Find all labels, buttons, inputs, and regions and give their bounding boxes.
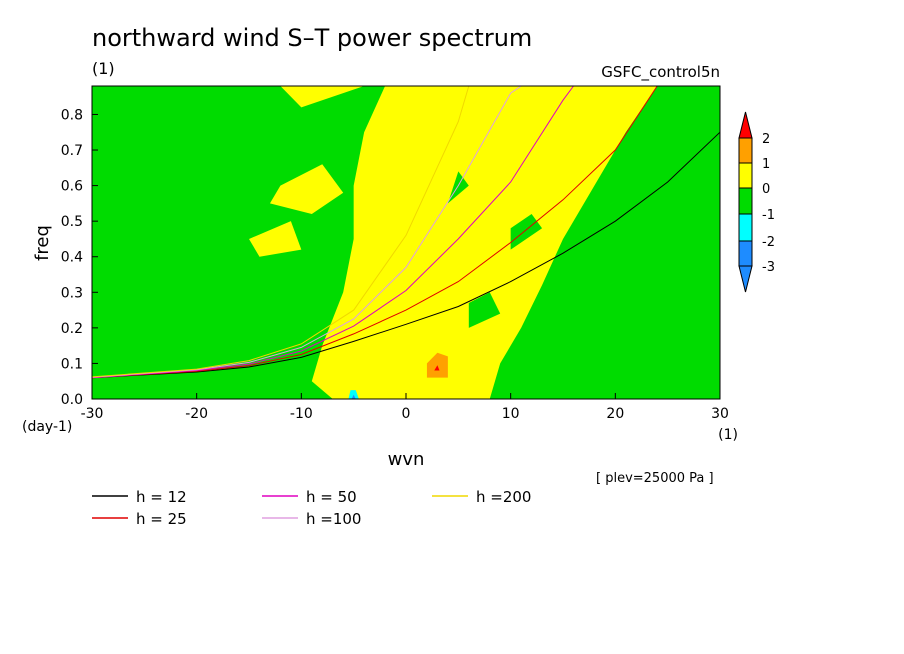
x-tick-label: 10 xyxy=(502,406,520,422)
x-tick-label: 30 xyxy=(711,406,729,422)
x-tick-label: 0 xyxy=(402,406,411,422)
y-unit-label: (day-1) xyxy=(22,419,72,435)
colorbar-box xyxy=(738,162,753,189)
x-axis: -30 -20 -10 0 10 20 30 xyxy=(81,393,729,422)
y-tick-label: 0.4 xyxy=(61,250,83,266)
plot-area xyxy=(91,85,721,400)
chart-title: northward wind S–T power spectrum xyxy=(92,24,532,52)
chart-subtitle-left: (1) xyxy=(92,59,115,78)
legend-label: h = 12 xyxy=(136,488,187,506)
y-axis: 0.0 0.1 0.2 0.3 0.4 0.5 0.6 0.7 0.8 xyxy=(61,107,98,408)
x-axis-label: wvn xyxy=(388,449,425,470)
y-tick-label: 0.7 xyxy=(61,143,83,159)
dispersion-curve-line xyxy=(91,85,574,379)
y-tick-label: 0.3 xyxy=(61,285,83,301)
dispersion-curve-line xyxy=(91,131,721,379)
y-tick-label: 0.0 xyxy=(61,392,83,408)
legend: h = 12 h = 25 h = 50 h =100 h =200 xyxy=(92,488,531,528)
y-axis-label: freq xyxy=(32,225,53,261)
colorbar-label: 2 xyxy=(762,132,770,147)
colorbar-label: 1 xyxy=(762,157,770,172)
plev-note: [ plev=25000 Pa ] xyxy=(596,471,714,486)
colorbar-box xyxy=(738,213,753,242)
legend-label: h = 50 xyxy=(306,488,357,506)
field-patches xyxy=(249,86,658,399)
x-tick-label: -30 xyxy=(81,406,104,422)
y-tick-label: 0.5 xyxy=(61,214,83,230)
dispersion-curve-line xyxy=(91,85,658,379)
x-tick-label: 20 xyxy=(606,406,624,422)
field-patch xyxy=(521,93,574,143)
x-tick-label: -20 xyxy=(185,406,208,422)
field-band-yellow xyxy=(311,86,658,399)
colorbar-extend-low xyxy=(738,265,753,293)
y-tick-label: 0.1 xyxy=(61,356,83,372)
legend-label: h = 25 xyxy=(136,510,187,528)
field-patch xyxy=(249,221,302,257)
colorbar-box xyxy=(738,240,753,267)
x-tick-label: -10 xyxy=(290,406,313,422)
x-unit-label: (1) xyxy=(718,427,738,443)
field-patch xyxy=(426,352,448,378)
field-patch xyxy=(280,86,365,108)
colorbar-label: -2 xyxy=(762,235,775,250)
field-patch xyxy=(351,394,356,399)
legend-label: h =200 xyxy=(476,488,531,506)
field-patch xyxy=(434,365,440,371)
y-tick-label: 0.2 xyxy=(61,321,83,337)
chart-subtitle-right: GSFC_control5n xyxy=(601,63,720,82)
colorbar: -3 -2 -1 0 1 2 xyxy=(738,111,775,293)
colorbar-box xyxy=(738,137,753,164)
field-patch xyxy=(269,164,344,215)
y-tick-label: 0.8 xyxy=(61,107,83,123)
y-tick-label: 0.6 xyxy=(61,179,83,195)
colorbar-label: -1 xyxy=(762,208,775,223)
legend-label: h =100 xyxy=(306,510,361,528)
field-patch xyxy=(447,171,469,204)
dispersion-curve-line xyxy=(91,85,470,378)
dispersion-curves xyxy=(91,85,721,379)
colorbar-label: 0 xyxy=(762,182,770,197)
colorbar-box xyxy=(738,187,753,215)
field-patch xyxy=(468,292,501,328)
colorbar-label: -3 xyxy=(762,260,775,275)
dispersion-curve-line xyxy=(91,85,522,378)
colorbar-extend-high xyxy=(738,111,753,139)
field-patch xyxy=(348,390,359,399)
